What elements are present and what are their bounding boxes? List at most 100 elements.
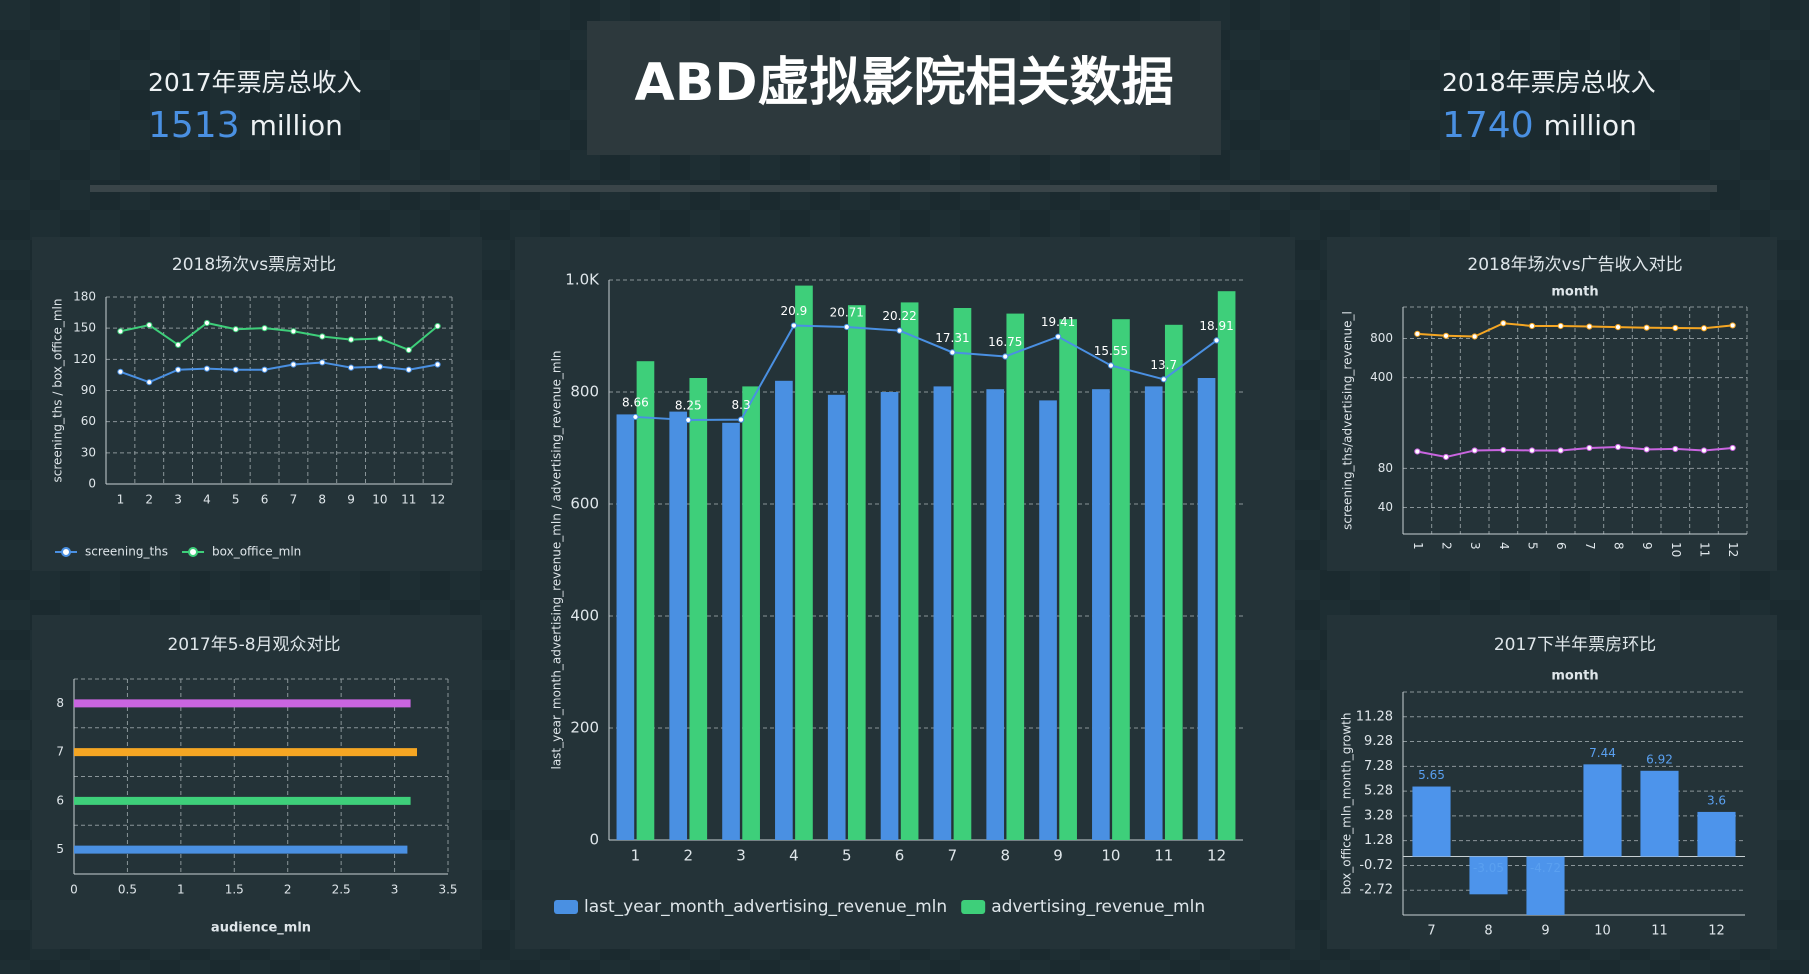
x-tick-label: 11 xyxy=(1154,847,1173,865)
x-tick-label: 12 xyxy=(1726,542,1740,557)
point xyxy=(146,321,153,329)
x-tick-label: 11 xyxy=(401,493,416,507)
y-tick-label: 1.28 xyxy=(1364,833,1393,848)
x-tick-label: 6 xyxy=(895,847,905,865)
point xyxy=(376,335,384,342)
point xyxy=(1643,446,1650,453)
point xyxy=(1729,322,1736,329)
kpi-unit: million xyxy=(1544,109,1637,142)
x-tick-label: 8 xyxy=(1612,542,1626,550)
y-tick-label: -2.72 xyxy=(1359,883,1393,898)
bar xyxy=(900,302,919,840)
y-tick-label: 0 xyxy=(88,477,96,491)
y-tick-label: 80 xyxy=(1378,461,1393,475)
point xyxy=(896,327,903,334)
legend-label: screening_ths xyxy=(85,545,168,559)
data-label: 5.65 xyxy=(1418,768,1445,782)
bar xyxy=(1412,786,1451,857)
data-label: 20.71 xyxy=(830,305,864,319)
y-axis-label: screening_ths / box_office_mln xyxy=(51,299,65,483)
point xyxy=(319,333,326,340)
point xyxy=(1614,324,1622,331)
y-tick-label: -0.72 xyxy=(1359,858,1393,873)
point xyxy=(117,328,124,335)
legend-marker xyxy=(554,900,578,914)
point xyxy=(405,366,412,373)
point xyxy=(1586,323,1593,330)
data-label: -4.72 xyxy=(1530,861,1561,875)
x-tick-label: 2.5 xyxy=(332,883,351,897)
y-tick-label: 11.28 xyxy=(1356,709,1393,724)
x-tick-label: 5 xyxy=(842,847,852,865)
point xyxy=(1729,444,1736,452)
bar xyxy=(827,394,846,840)
point xyxy=(1002,353,1009,360)
bar xyxy=(1469,856,1508,895)
bar xyxy=(636,361,655,840)
x-tick-label: 9 xyxy=(1640,542,1654,550)
kpi-unit: million xyxy=(250,109,343,142)
data-label: 7.44 xyxy=(1589,746,1616,760)
point xyxy=(843,323,850,331)
point xyxy=(434,322,441,330)
data-label: 19.41 xyxy=(1041,315,1075,329)
y-tick-label: 800 xyxy=(1370,331,1393,345)
point xyxy=(1107,362,1115,369)
line xyxy=(1417,445,1733,458)
point xyxy=(146,379,153,386)
x-tick-label: 12 xyxy=(1207,847,1226,865)
x-tick-label: 4 xyxy=(789,847,799,865)
x-tick-label: 2 xyxy=(284,883,292,897)
y-tick-label: 30 xyxy=(81,445,96,459)
y-tick-label: 800 xyxy=(570,383,599,401)
bar xyxy=(689,378,708,840)
point xyxy=(405,346,412,354)
x-tick-label: 3 xyxy=(1468,542,1482,550)
x-tick-label: 11 xyxy=(1698,542,1712,557)
bar xyxy=(795,285,813,841)
bar xyxy=(1164,324,1183,840)
data-label: 18.91 xyxy=(1199,319,1233,333)
x-tick-label: 9 xyxy=(347,493,355,507)
bar xyxy=(1217,291,1236,840)
point xyxy=(232,326,239,333)
x-tick-label: 1.5 xyxy=(225,883,244,897)
point xyxy=(1500,446,1507,454)
x-tick-label: 12 xyxy=(430,493,445,507)
bar xyxy=(74,699,411,708)
data-label: 8.3 xyxy=(732,398,751,412)
x-tick-label: 3 xyxy=(736,847,746,865)
x-tick-label: 1 xyxy=(631,847,641,865)
point xyxy=(117,368,124,375)
point xyxy=(347,336,355,343)
legend-marker xyxy=(961,900,986,914)
bar xyxy=(74,845,408,854)
point xyxy=(261,366,268,373)
x-tick-label: 1 xyxy=(1411,542,1425,550)
x-tick-label: 9 xyxy=(1053,847,1063,865)
y-tick-label: 9.28 xyxy=(1364,734,1393,749)
y-tick-label: 6 xyxy=(56,793,64,807)
panel xyxy=(32,237,482,571)
bar xyxy=(933,386,952,840)
panel xyxy=(32,615,482,949)
point xyxy=(347,364,355,371)
kpi: 1513 million xyxy=(148,105,343,146)
y-tick-label: 180 xyxy=(73,290,96,304)
bar xyxy=(74,748,418,757)
y-tick-label: 600 xyxy=(570,495,599,513)
legend-label: advertising_revenue_mln xyxy=(991,897,1205,917)
point xyxy=(1614,443,1622,451)
y-tick-label: 90 xyxy=(81,383,96,397)
point xyxy=(1528,322,1536,330)
bar xyxy=(1112,319,1130,840)
kpi-label: 2017年票房总收入 xyxy=(148,68,362,97)
point xyxy=(376,363,384,370)
chart-title: 2018场次vs票房对比 xyxy=(172,255,336,275)
x-tick-label: 8 xyxy=(1484,924,1492,939)
point xyxy=(1442,332,1450,339)
bar xyxy=(1697,811,1736,857)
x-tick-label: 12 xyxy=(1708,924,1725,939)
kpi-value: 1740 xyxy=(1442,105,1534,146)
x-tick-label: 10 xyxy=(372,493,387,507)
